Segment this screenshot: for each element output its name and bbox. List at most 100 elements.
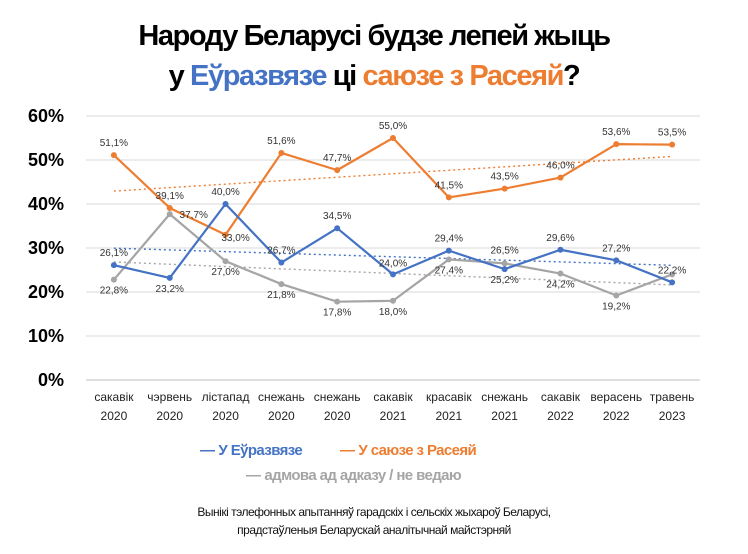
x-tick-label: 2021 [435,409,462,423]
data-point-1 [501,185,508,192]
data-label: 22,8% [100,286,128,297]
trendline-1 [113,155,673,192]
data-point-1 [110,152,117,159]
source-line1: Вынікі тэлефонных апытанняў гарадскіх і … [197,505,551,519]
x-tick-label: чэрвень [147,390,192,404]
data-label: 18,0% [379,307,407,318]
data-label: 27,4% [435,265,463,276]
data-point-0 [166,274,173,281]
data-point-2 [613,292,620,299]
data-label: 26,7% [267,246,295,257]
data-point-1 [278,149,285,156]
x-tick-label: 2020 [268,409,295,423]
x-tick-label: снежань [314,390,361,404]
y-tick-label: 40% [28,194,64,214]
data-point-0 [669,279,676,286]
data-point-1 [669,141,676,148]
data-label: 24,0% [379,258,407,269]
data-point-1 [445,194,452,201]
title-suffix: ? [563,60,581,92]
x-tick-label: травень [650,390,695,404]
chart-title-line2: у Еўразвязе ці саюзе з Расеяй? [0,60,748,93]
data-point-0 [222,201,229,207]
data-label: 41,5% [435,180,463,191]
data-point-1 [334,167,341,174]
x-tick-label: красавік [426,390,472,404]
data-label: 47,7% [323,153,351,164]
data-label: 27,0% [211,267,239,278]
x-tick-label: 2022 [547,409,574,423]
title-mid: ці [326,60,363,92]
x-tick-label: 2020 [212,409,239,423]
title-russia: саюзе з Расеяй [362,60,564,92]
legend-eu: — У Еўразвязе [200,442,303,459]
x-tick-label: сакавік [373,390,413,404]
legend-eu-label: У Еўразвязе [218,442,303,459]
data-label: 27,2% [602,243,630,254]
x-tick-label: снежань [481,390,528,404]
data-point-0 [445,247,452,254]
y-tick-label: 20% [28,282,64,302]
trendline-0 [113,247,673,267]
x-tick-label: 2022 [603,409,630,423]
chart-title-line1: Народу Беларусі будзе лепей жыць [138,20,611,52]
data-point-0 [390,271,396,278]
data-point-2 [166,211,173,218]
data-label: 21,8% [267,290,295,301]
data-label: 40,0% [211,187,239,198]
data-label: 26,5% [490,245,518,256]
data-label: 29,6% [546,233,574,244]
x-tick-label: 2020 [156,409,183,423]
x-tick-label: верасень [590,390,642,404]
x-tick-label: 2020 [324,409,351,423]
data-point-2 [334,298,341,305]
data-label: 51,6% [267,136,295,147]
legend-russia-swatch: — [340,442,355,459]
data-point-0 [501,266,508,273]
data-label: 43,5% [490,172,518,183]
data-label: 25,2% [490,275,518,286]
legend-none: — адмова ад адказу / не ведаю [246,467,462,484]
data-point-0 [334,225,341,232]
data-point-1 [166,204,173,211]
legend-none-label: адмова ад адказу / не ведаю [264,467,462,484]
data-point-2 [110,276,117,283]
data-point-2 [557,270,564,277]
data-label: 39,1% [156,191,184,202]
x-tick-label: 2021 [491,409,518,423]
x-tick-label: 2021 [380,409,407,423]
source-note: Вынікі тэлефонных апытанняў гарадскіх і … [0,503,748,539]
y-tick-label: 30% [28,238,64,258]
y-tick-label: 60% [28,106,64,126]
legend-russia: — У саюзе з Расеяй [340,442,477,459]
data-point-2 [222,258,229,265]
data-label: 46,0% [546,161,574,172]
title-eu: Еўразвязе [190,60,327,92]
data-point-2 [669,271,676,278]
data-label: 53,5% [658,128,686,139]
x-tick-label: 2020 [101,409,128,423]
title-prefix: у [168,60,191,92]
legend-none-swatch: — [246,467,261,484]
legend-eu-swatch: — [200,442,215,459]
data-point-1 [222,231,229,238]
data-label: 55,0% [379,121,407,132]
data-point-0 [278,259,285,266]
legend-russia-label: У саюзе з Расеяй [358,442,477,459]
data-point-0 [110,262,117,269]
data-point-2 [278,281,285,288]
x-tick-label: сакавік [541,390,581,404]
x-tick-label: сакавік [94,390,134,404]
data-label: 34,5% [323,211,351,222]
data-label: 17,8% [323,308,351,319]
data-point-2 [390,297,396,304]
y-tick-label: 0% [38,370,64,390]
x-tick-label: снежань [258,390,305,404]
y-tick-label: 10% [28,326,64,346]
data-label: 26,1% [100,248,128,259]
data-label: 22,2% [658,265,686,276]
x-tick-label: лістапад [202,390,250,404]
data-label: 23,2% [156,284,184,295]
data-point-2 [445,256,452,263]
